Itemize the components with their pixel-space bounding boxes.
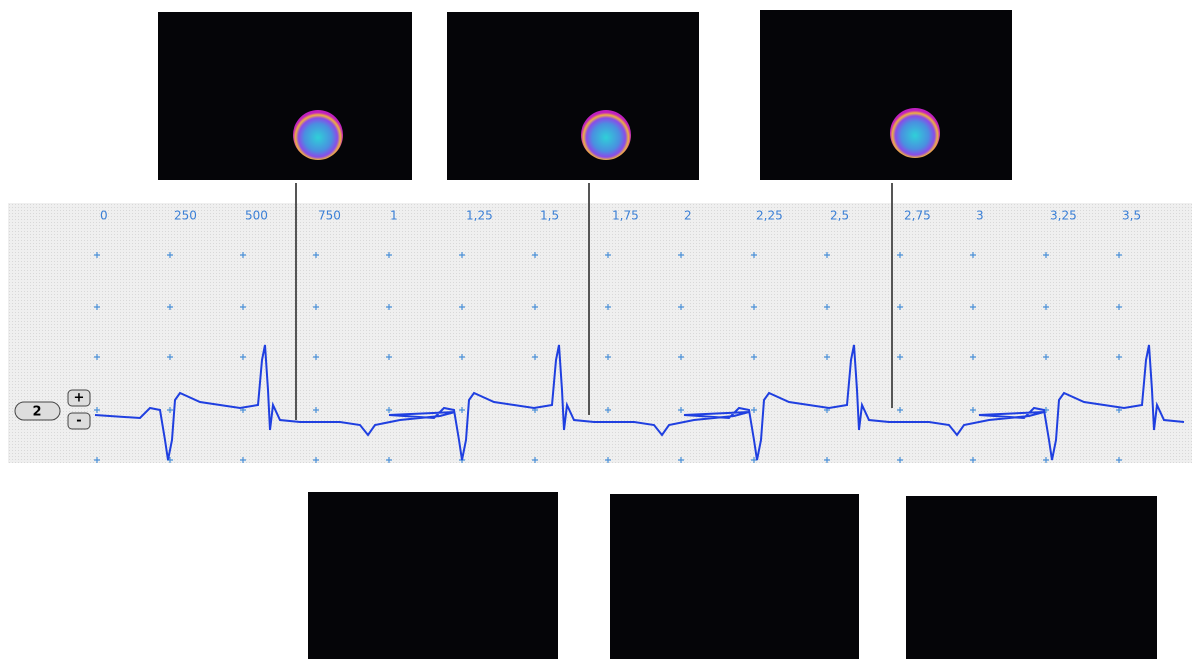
ruler-label: 500 xyxy=(245,209,268,223)
ruler-label: 2,75 xyxy=(904,209,931,223)
frame-image xyxy=(906,496,1157,659)
ruler-label: 3,25 xyxy=(1050,209,1077,223)
ruler-label: 1,5 xyxy=(540,209,559,223)
cell-spot xyxy=(581,110,631,160)
zoom-in-label[interactable]: + xyxy=(74,391,85,406)
ruler-label: 3,5 xyxy=(1122,209,1141,223)
frame-image xyxy=(760,10,1012,180)
ruler-label: 3 xyxy=(976,209,984,223)
frame-image xyxy=(308,492,558,659)
cell-spot xyxy=(890,108,940,158)
frame-image xyxy=(158,12,412,180)
ruler-label: 2,5 xyxy=(830,209,849,223)
cell-spot xyxy=(293,110,343,160)
ruler-label: 2 xyxy=(684,209,692,223)
frame-image xyxy=(610,494,859,659)
ruler-label: 1 xyxy=(390,209,398,223)
ruler-label: 250 xyxy=(174,209,197,223)
screen: 0 250 500 750 1 1,25 1,5 1,75 2 2,25 2,5 2,75 3 3,25 3… xyxy=(0,0,1192,659)
ruler-label: 2,25 xyxy=(756,209,783,223)
ruler-label: 750 xyxy=(318,209,341,223)
ruler-label: 0 xyxy=(100,209,108,223)
zoom-value: 2 xyxy=(32,405,41,420)
frame-image xyxy=(447,12,699,180)
trace-panel xyxy=(8,203,1192,463)
ruler-label: 1,25 xyxy=(466,209,493,223)
ruler-label: 1,75 xyxy=(612,209,639,223)
zoom-out-label[interactable]: - xyxy=(76,414,81,429)
